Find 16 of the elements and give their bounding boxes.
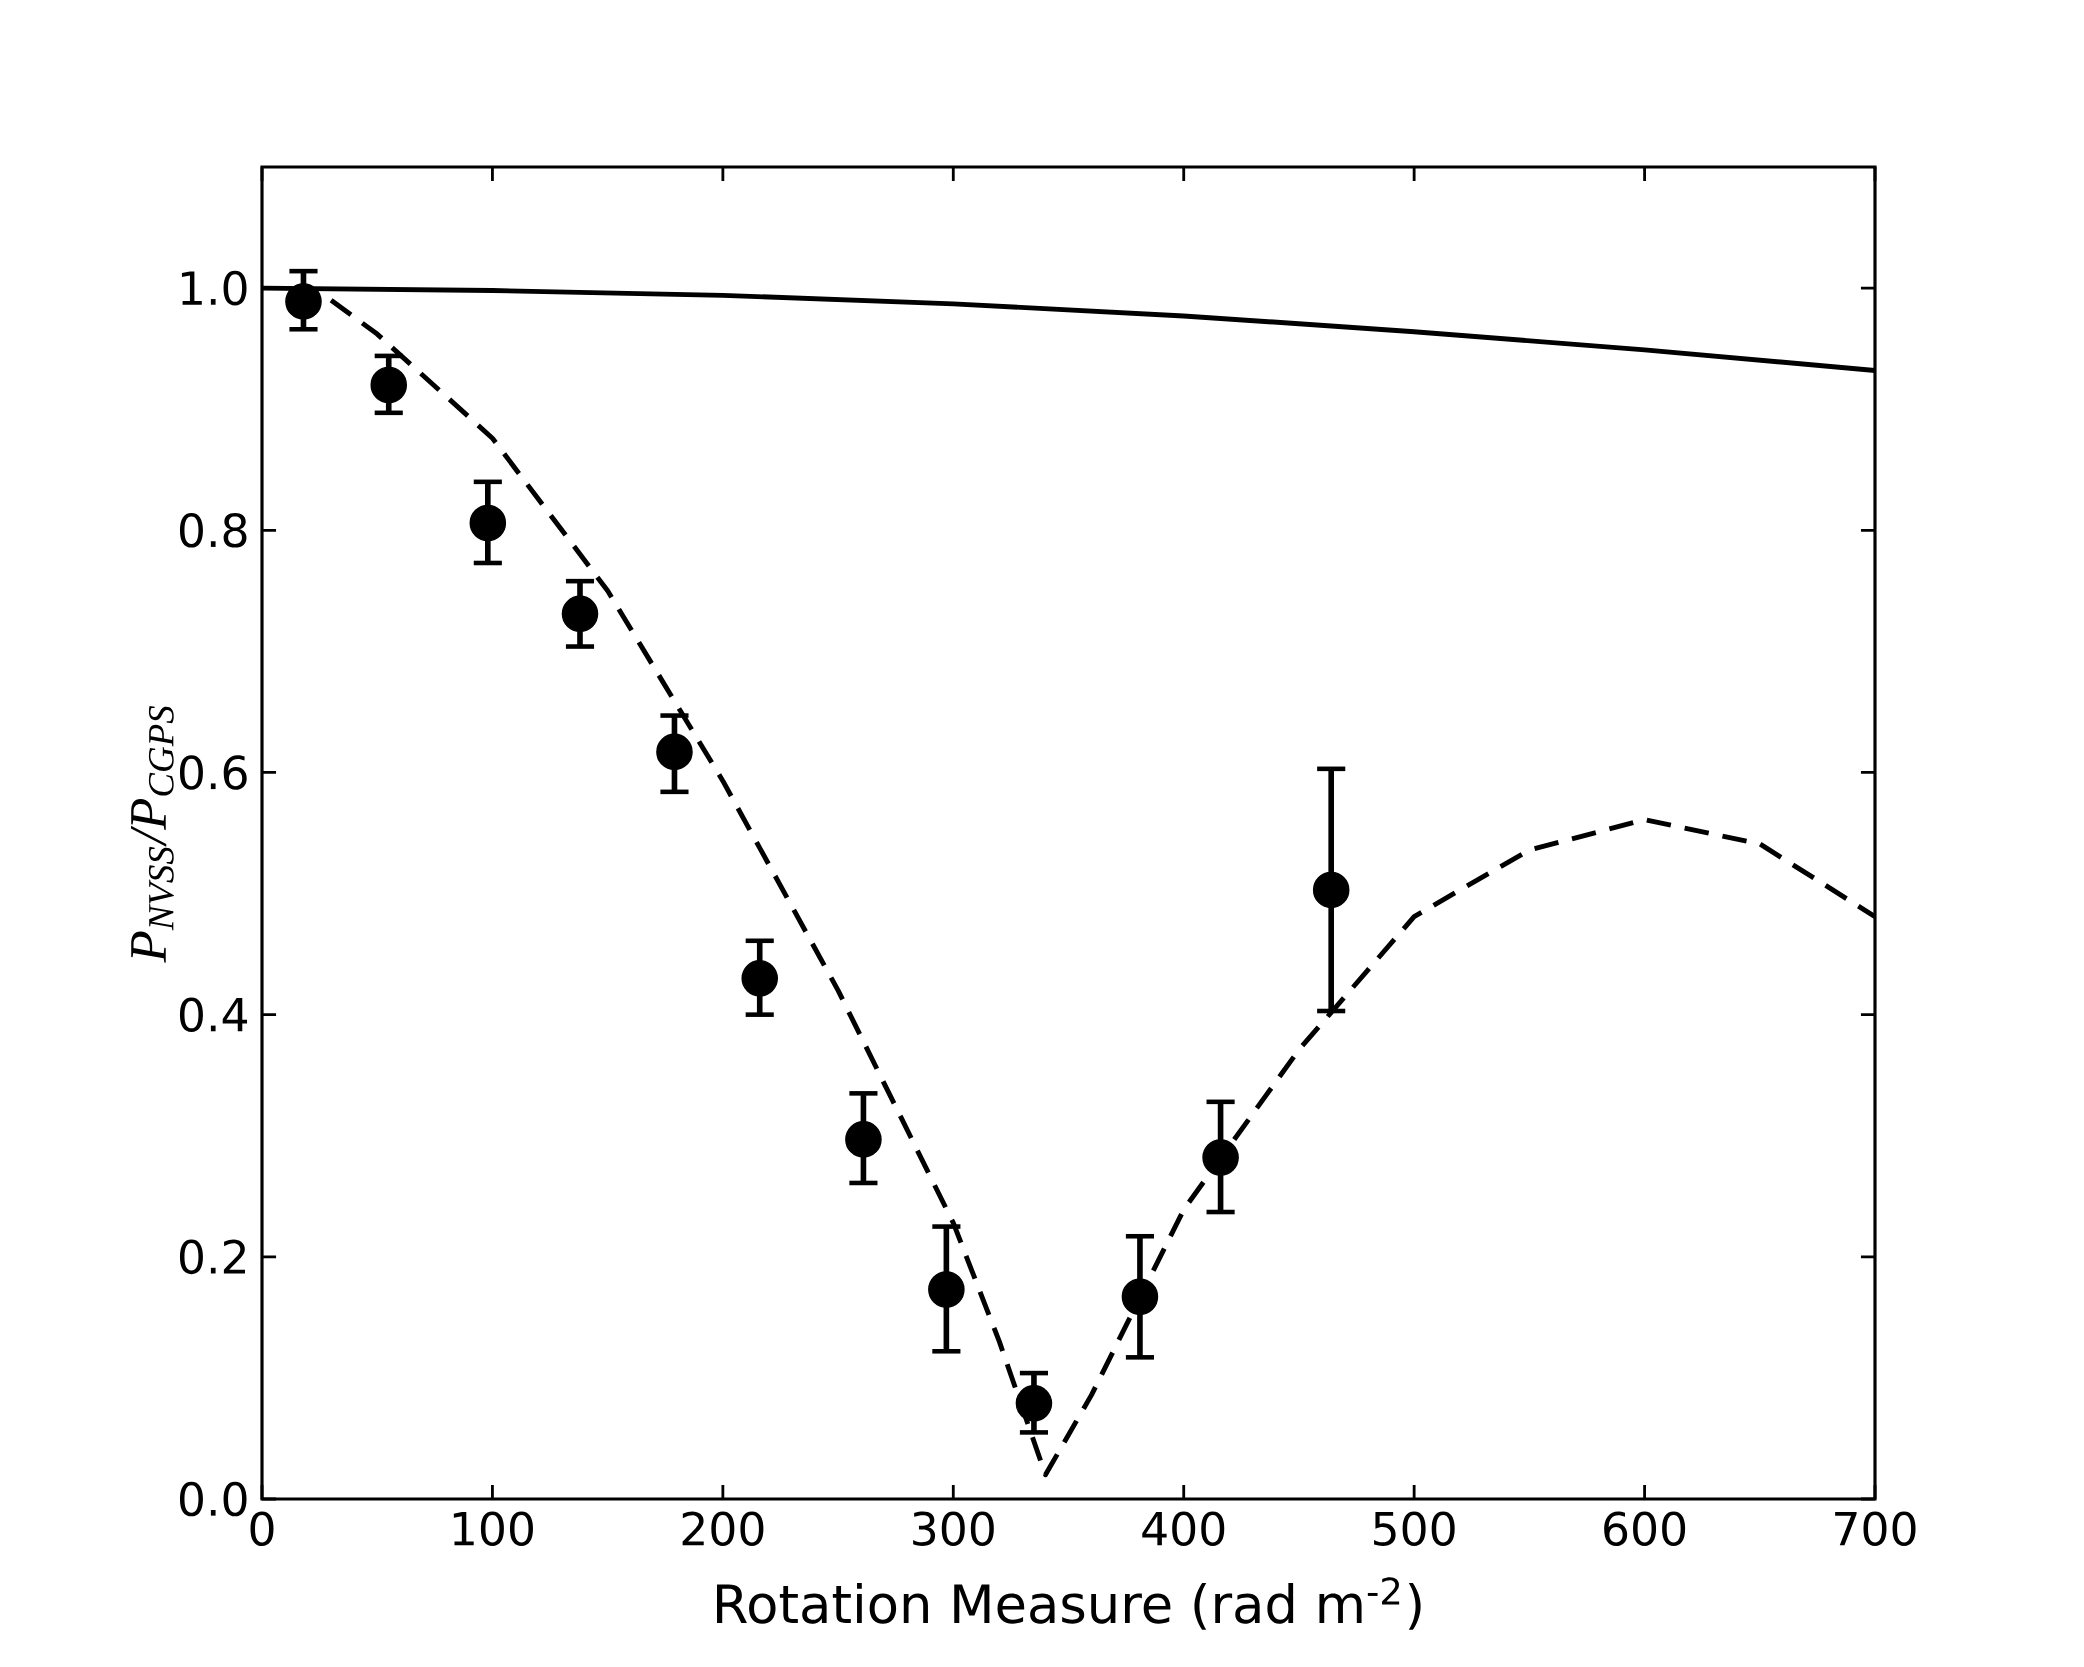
x-tick-label: 500 (1374, 1511, 1455, 1546)
y-tick-label: 0.2 (179, 1239, 245, 1275)
x-tick-label: 600 (1604, 1511, 1686, 1546)
y-tick-label: 0.8 (179, 513, 247, 548)
x-tick-label: 0 (250, 1511, 274, 1546)
y-tick-label: 0.4 (179, 997, 248, 1032)
x-tick-label: 400 (1142, 1511, 1225, 1546)
y-axis-title: P$_{NVSS}$/P$_{CGPS}$ (131, 705, 174, 963)
x-tick-label: 200 (682, 1511, 764, 1546)
y-tick-label: 1.0 (181, 270, 247, 306)
x-axis-title: Rotation Measure (rad m$^{-2}$) (717, 1577, 1421, 1630)
x-tick-label: 300 (913, 1511, 994, 1546)
x-tick-label: 100 (453, 1511, 533, 1546)
y-tick-label: 0.0 (179, 1481, 247, 1517)
x-tick-label: 700 (1835, 1511, 1916, 1546)
y-tick-label: 0.6 (179, 755, 247, 790)
